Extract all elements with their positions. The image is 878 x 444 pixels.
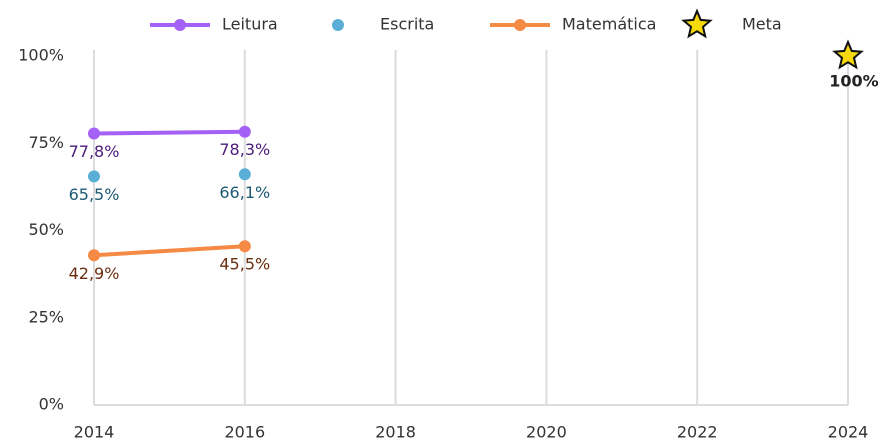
y-tick-label: 50%	[28, 220, 64, 239]
legend-label: Matemática	[562, 15, 656, 34]
legend-star	[681, 8, 713, 39]
goal-star	[832, 39, 864, 70]
y-tick-label: 25%	[28, 307, 64, 326]
legend-label: Escrita	[380, 15, 434, 34]
y-tick-label: 75%	[28, 133, 64, 152]
data-label: 78,3%	[219, 140, 270, 159]
x-tick-label: 2024	[828, 423, 869, 442]
legend-marker	[332, 19, 344, 31]
series-marker	[88, 249, 100, 262]
legend-label: Meta	[742, 15, 782, 34]
series-line	[93, 129, 245, 136]
y-tick-label: 100%	[18, 46, 64, 65]
series-marker	[238, 168, 251, 181]
x-tick-label: 2014	[74, 423, 115, 442]
series-marker	[88, 127, 100, 140]
data-label: 45,5%	[219, 255, 270, 274]
y-tick-label: 0%	[39, 395, 64, 414]
data-label: 65,5%	[69, 185, 120, 204]
legend-marker	[174, 19, 186, 31]
x-tick-label: 2022	[677, 423, 718, 442]
data-label: 77,8%	[69, 142, 120, 161]
data-label: 100%	[829, 72, 878, 91]
series-marker	[88, 170, 100, 183]
series-line	[93, 244, 245, 258]
series-marker	[238, 125, 251, 138]
data-label: 42,9%	[69, 264, 120, 283]
legend-label: Leitura	[222, 15, 278, 34]
legend-marker	[514, 19, 526, 31]
x-tick-label: 2018	[375, 423, 416, 442]
x-tick-label: 2020	[526, 423, 567, 442]
series-marker	[238, 240, 251, 253]
x-tick-label: 2016	[224, 423, 265, 442]
data-label: 66,1%	[219, 183, 270, 202]
